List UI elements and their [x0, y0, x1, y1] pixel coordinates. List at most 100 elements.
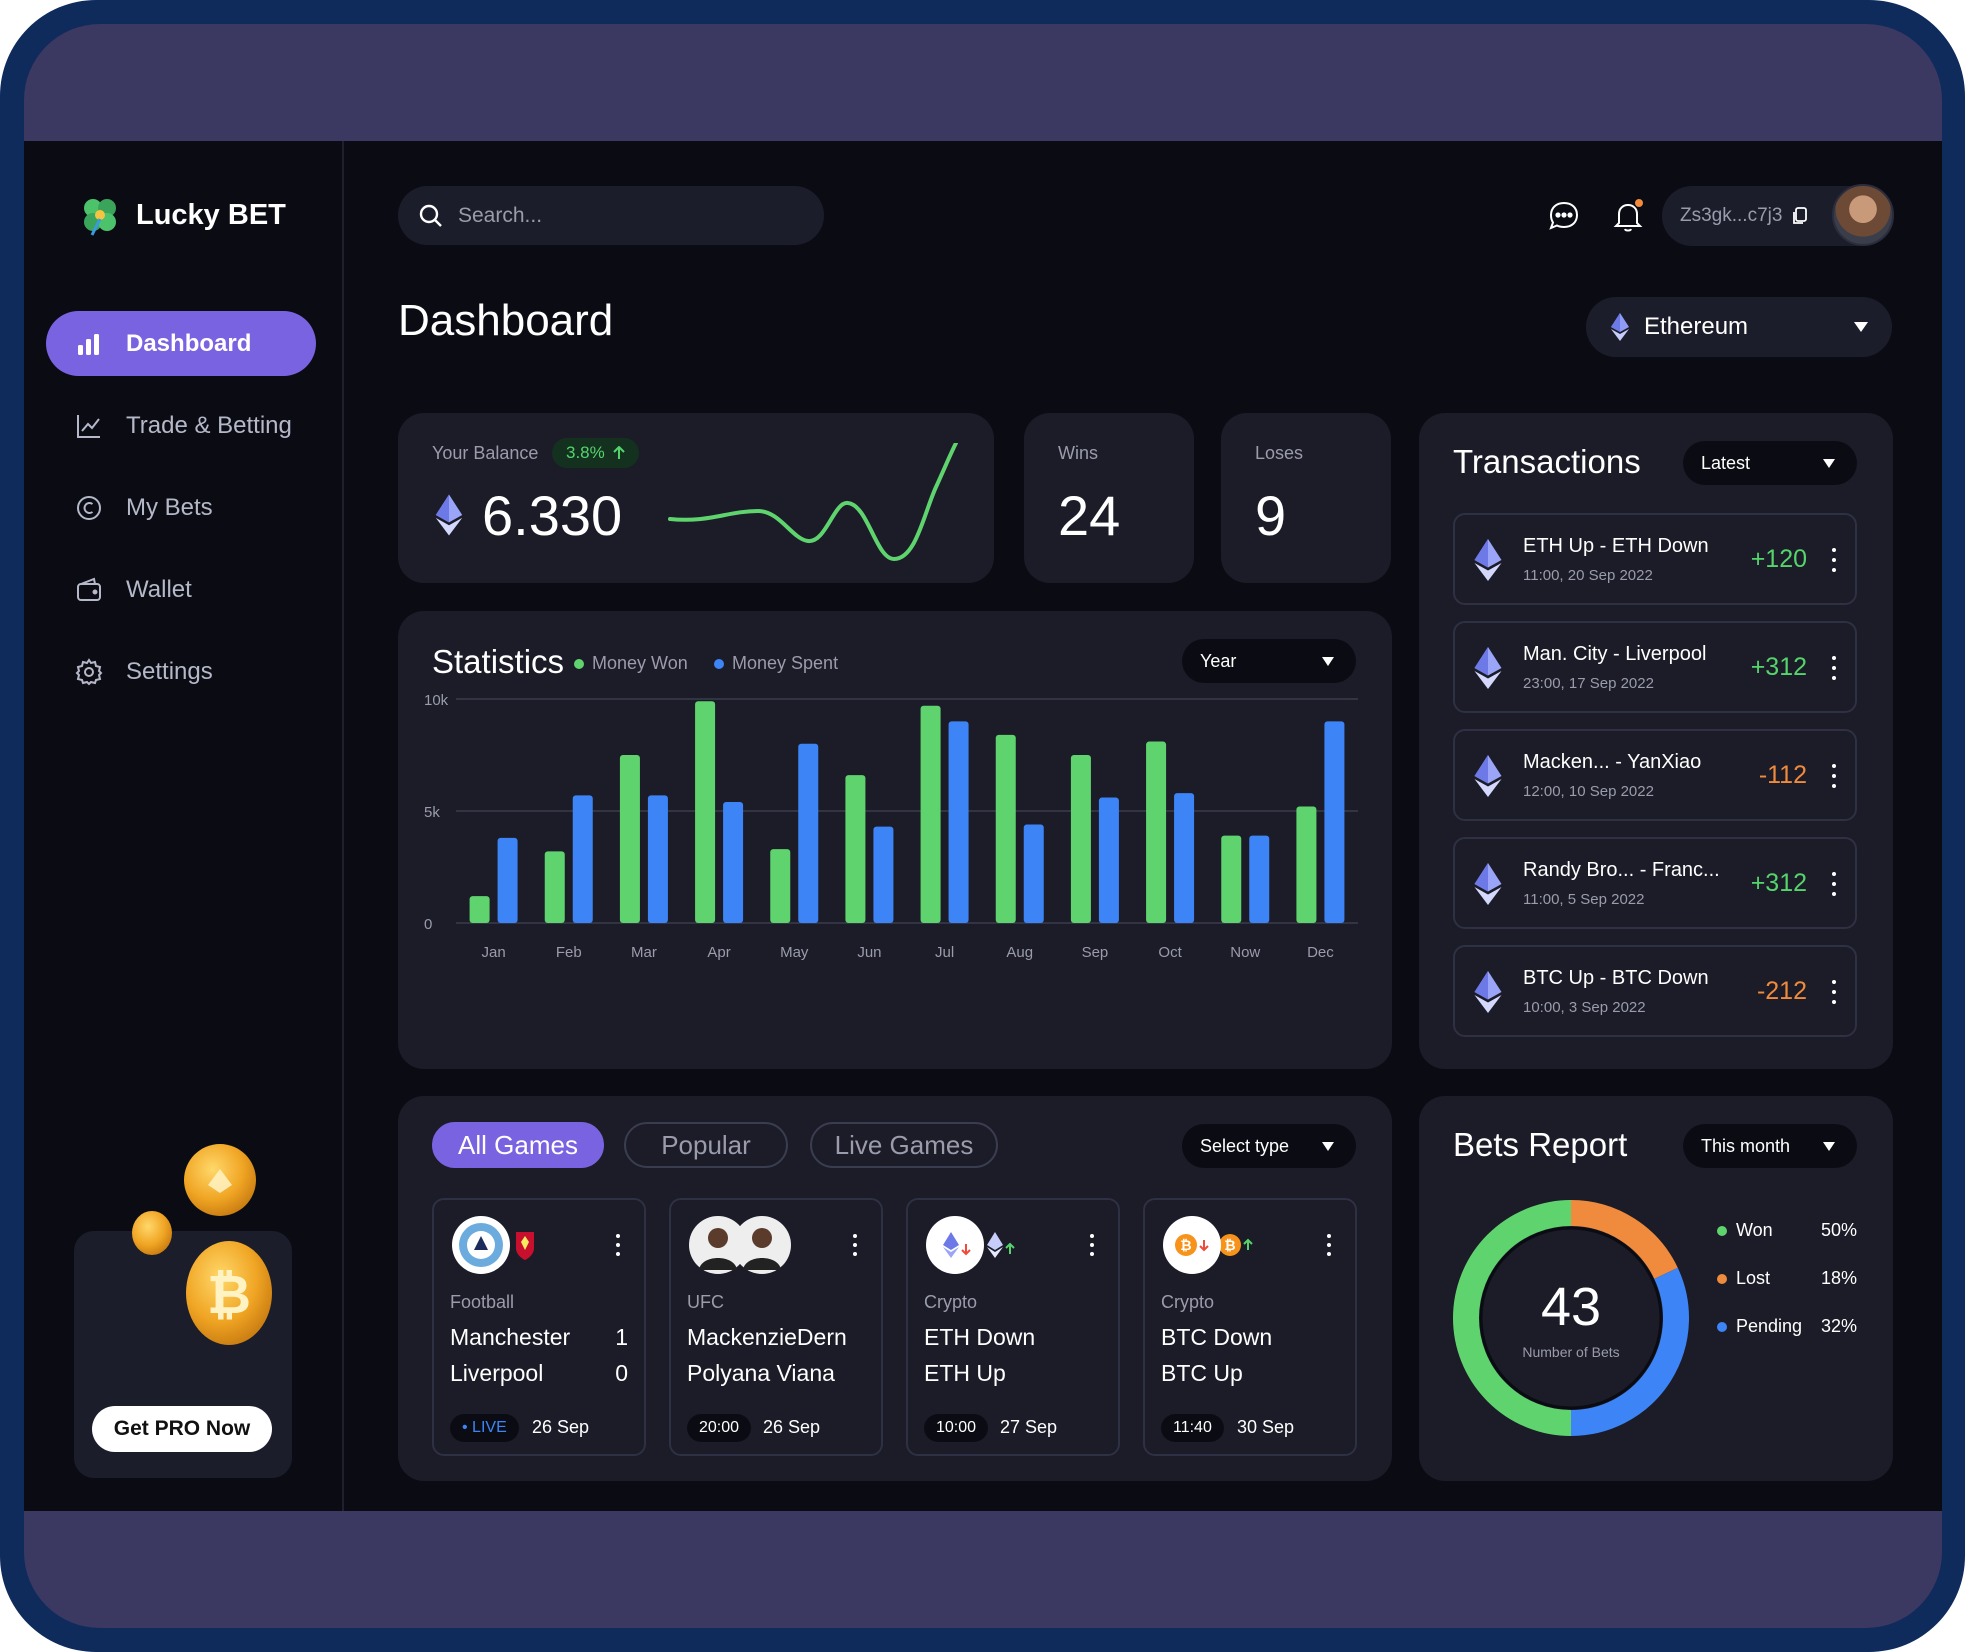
legend-percent: 50% [1820, 1220, 1857, 1240]
tab-all-games[interactable]: All Games [432, 1122, 604, 1168]
search-input[interactable] [458, 203, 758, 228]
game-type-select[interactable]: Select type [1182, 1124, 1356, 1168]
bets-donut-chart [1453, 1200, 1689, 1436]
eth-down-icon [926, 1216, 984, 1274]
gear-icon [75, 657, 103, 685]
bar-money-spent[interactable] [572, 795, 593, 923]
bar-money-won[interactable] [1221, 835, 1242, 923]
user-avatar[interactable] [1832, 184, 1894, 246]
loses-value: 9 [1255, 484, 1287, 547]
legend-label: Lost [1736, 1268, 1771, 1288]
bar-money-spent[interactable] [1098, 797, 1119, 923]
bar-money-won[interactable] [695, 701, 716, 923]
sidebar-item-dashboard[interactable]: Dashboard [46, 311, 316, 376]
copy-icon[interactable] [1792, 207, 1808, 225]
transaction-item[interactable]: BTC Up - BTC Down 10:00, 3 Sep 2022 -212 [1453, 945, 1857, 1037]
more-vertical-icon[interactable] [1829, 653, 1839, 683]
messages-button[interactable] [1544, 196, 1584, 236]
game-time-badge: 20:00 [687, 1414, 752, 1442]
sidebar-item-label: Trade & Betting [126, 411, 292, 439]
bar-money-won[interactable] [920, 705, 941, 923]
bar-money-won[interactable] [1296, 806, 1317, 923]
game-team-2: ETH Up [924, 1360, 1006, 1386]
svg-text:₿: ₿ [1180, 1238, 1191, 1254]
more-vertical-icon[interactable] [1829, 869, 1839, 899]
game-card[interactable]: Football Manchester 1 Liverpool 0 • LIVE 26 Se… [432, 1198, 646, 1456]
btc-down-icon: ₿ [1163, 1216, 1221, 1274]
bar-money-spent[interactable] [1324, 721, 1345, 923]
bar-money-won[interactable] [770, 849, 791, 923]
ethereum-icon [1474, 539, 1502, 581]
transaction-item[interactable]: ETH Up - ETH Down 11:00, 20 Sep 2022 +120 [1453, 513, 1857, 605]
bar-money-won[interactable] [619, 755, 640, 923]
transaction-item[interactable]: Man. City - Liverpool 23:00, 17 Sep 2022 +… [1453, 621, 1857, 713]
more-vertical-icon[interactable] [851, 1234, 859, 1256]
bar-money-spent[interactable] [948, 721, 969, 923]
bar-money-won[interactable] [845, 775, 866, 923]
more-vertical-icon[interactable] [1829, 545, 1839, 575]
bets-total-label: Number of Bets [1522, 1344, 1620, 1360]
game-card[interactable]: UFC MackenzieDern Polyana Viana 20:00 26 Sep [669, 1198, 883, 1456]
legend-dot [1717, 1273, 1727, 1284]
transaction-amount: +312 [1750, 869, 1807, 897]
bar-money-spent[interactable] [798, 743, 819, 923]
currency-select[interactable]: Ethereum [1586, 297, 1892, 357]
donut-inner-ring [1479, 1226, 1663, 1410]
bar-money-spent[interactable] [1174, 793, 1195, 923]
chat-bubble-icon [1549, 201, 1579, 230]
bar-money-won[interactable] [1070, 755, 1091, 923]
donut-segment-pending[interactable] [1570, 1267, 1689, 1436]
chevron-down-icon [1854, 322, 1868, 332]
notifications-button[interactable] [1608, 196, 1648, 236]
bar-money-spent[interactable] [497, 837, 518, 923]
sidebar-item-settings[interactable]: Settings [46, 639, 316, 704]
donut-segment-lost[interactable] [1570, 1200, 1678, 1280]
game-participants: ₿ ₿ [1161, 1214, 1271, 1276]
bar-money-spent[interactable] [873, 826, 894, 923]
game-team-2: BTC Up [1161, 1360, 1243, 1386]
transaction-name: ETH Up - ETH Down [1523, 535, 1709, 557]
sidebar-item-my-bets[interactable]: My Bets [46, 475, 316, 540]
sidebar-item-wallet[interactable]: Wallet [46, 557, 316, 622]
more-vertical-icon[interactable] [1325, 1234, 1333, 1256]
x-tick-label: Now [1230, 944, 1260, 961]
tab-popular[interactable]: Popular [624, 1122, 788, 1168]
more-vertical-icon[interactable] [1088, 1234, 1096, 1256]
bar-money-spent[interactable] [1249, 835, 1270, 923]
bar-money-spent[interactable] [723, 802, 744, 923]
transaction-time: 23:00, 17 Sep 2022 [1523, 675, 1654, 692]
x-tick-label: Aug [1006, 944, 1033, 961]
legend-dot [1717, 1225, 1727, 1236]
transaction-item[interactable]: Randy Bro... - Franc... 11:00, 5 Sep 2022… [1453, 837, 1857, 929]
bets-report-period-select[interactable]: This month [1683, 1124, 1857, 1168]
get-pro-button[interactable]: Get PRO Now [92, 1406, 272, 1452]
bar-money-won[interactable] [469, 896, 490, 923]
brand-logo[interactable]: Lucky BET [78, 193, 286, 237]
legend-percent: 18% [1820, 1268, 1857, 1288]
game-participants [924, 1214, 1034, 1276]
more-vertical-icon[interactable] [614, 1234, 622, 1256]
transactions-filter-select[interactable]: Latest [1683, 441, 1857, 485]
game-category: Football [450, 1292, 515, 1312]
more-vertical-icon[interactable] [1829, 761, 1839, 791]
game-card[interactable]: Crypto ETH Down ETH Up 10:00 27 Sep [906, 1198, 1120, 1456]
y-tick-label: 5k [424, 804, 440, 821]
sidebar-item-trade-betting[interactable]: Trade & Betting [46, 393, 316, 458]
game-card[interactable]: ₿ ₿ Crypto BTC Down BTC Up 11:40 30 Sep [1143, 1198, 1357, 1456]
bar-money-won[interactable] [995, 734, 1016, 923]
ethereum-icon [1474, 755, 1502, 797]
tab-live-games[interactable]: Live Games [810, 1122, 998, 1168]
bar-money-won[interactable] [1146, 741, 1167, 923]
games-card: All Games Popular Live Games Select type… [398, 1096, 1392, 1481]
search-bar[interactable] [398, 186, 824, 245]
donut-segment-won[interactable] [1453, 1200, 1572, 1436]
more-vertical-icon[interactable] [1829, 977, 1839, 1007]
bar-money-won[interactable] [544, 851, 565, 923]
transaction-item[interactable]: Macken... - YanXiao 12:00, 10 Sep 2022 -11… [1453, 729, 1857, 821]
sidebar: Lucky BET Dashboard Trade & Betting My B… [24, 141, 344, 1511]
legend-label: Pending [1736, 1316, 1803, 1336]
bar-money-spent[interactable] [647, 795, 668, 923]
statistics-period-select[interactable]: Year [1182, 639, 1356, 683]
bar-money-spent[interactable] [1023, 824, 1044, 923]
